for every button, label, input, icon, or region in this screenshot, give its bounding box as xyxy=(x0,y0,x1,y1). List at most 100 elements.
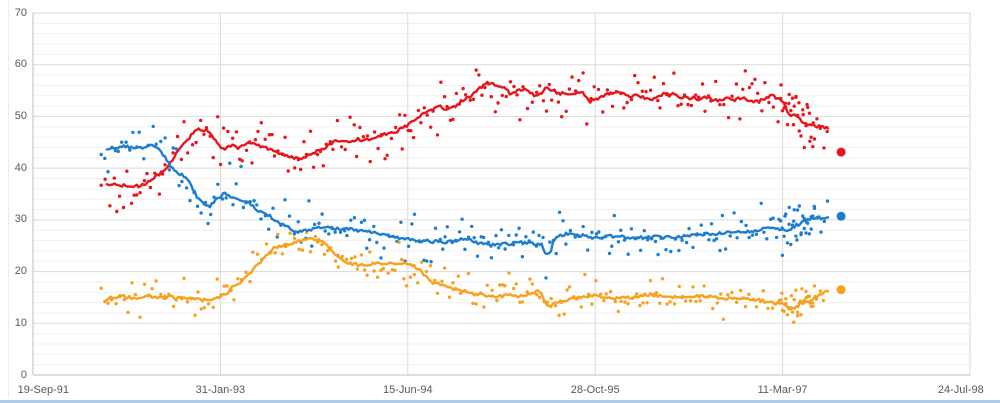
poll-dot xyxy=(556,100,561,104)
poll-dot xyxy=(741,87,745,92)
poll-dot xyxy=(792,298,796,302)
poll-dot xyxy=(743,304,748,309)
trend-line-red xyxy=(105,80,830,189)
x-axis-tick-label: 19-Sep-91 xyxy=(17,384,69,396)
poll-dot xyxy=(604,292,608,296)
poll-dot xyxy=(792,104,796,108)
poll-dot xyxy=(472,236,476,240)
poll-dot xyxy=(389,136,394,141)
poll-dot xyxy=(236,277,240,281)
poll-dot xyxy=(504,94,508,99)
poll-dot xyxy=(264,242,269,246)
poll-dot xyxy=(365,246,369,250)
poll-dot xyxy=(489,95,493,99)
poll-dot xyxy=(345,233,349,238)
poll-dot xyxy=(231,203,235,207)
poll-dot xyxy=(381,266,386,271)
poll-dot xyxy=(771,216,775,220)
poll-dot xyxy=(629,97,634,102)
poll-dot xyxy=(352,123,356,127)
poll-dot xyxy=(451,281,455,285)
poll-dot xyxy=(174,147,178,151)
poll-dot xyxy=(342,229,347,233)
poll-dot xyxy=(541,99,546,103)
poll-dot xyxy=(694,299,698,304)
poll-dot xyxy=(802,226,806,231)
poll-dot xyxy=(739,219,744,224)
poll-dot xyxy=(688,299,693,303)
poll-dot xyxy=(652,75,656,79)
poll-dot xyxy=(679,102,683,106)
poll-dot xyxy=(234,182,238,186)
poll-dot xyxy=(812,284,817,288)
poll-dot xyxy=(440,279,444,283)
poll-dot xyxy=(515,93,519,97)
poll-dot xyxy=(445,104,449,109)
poll-dot xyxy=(495,298,499,303)
poll-dot xyxy=(385,153,389,157)
poll-dot xyxy=(179,157,184,162)
poll-dot xyxy=(320,242,324,247)
poll-dot xyxy=(825,129,829,134)
poll-dot xyxy=(791,123,796,127)
poll-dot xyxy=(368,250,372,254)
poll-dot xyxy=(220,197,225,201)
poll-dot xyxy=(799,313,803,317)
poll-dot xyxy=(259,121,263,125)
poll-dot xyxy=(507,233,511,238)
poll-dot xyxy=(331,147,335,152)
poll-dot xyxy=(398,113,402,117)
poll-dot xyxy=(253,138,258,142)
poll-dot xyxy=(517,226,521,230)
poll-dot xyxy=(801,214,805,218)
poll-dot xyxy=(454,91,459,96)
poll-dot xyxy=(433,278,437,283)
poll-dot xyxy=(163,136,167,140)
poll-dot xyxy=(113,148,118,153)
poll-dot xyxy=(744,223,748,228)
poll-dot xyxy=(672,71,676,75)
poll-dot xyxy=(669,249,673,254)
poll-dot xyxy=(250,161,254,165)
poll-dot xyxy=(267,133,272,137)
poll-dot xyxy=(428,264,433,268)
poll-dot xyxy=(518,118,522,122)
poll-dot xyxy=(565,288,569,292)
poll-dot xyxy=(420,260,424,264)
poll-dot xyxy=(697,95,701,99)
poll-dot xyxy=(514,233,518,237)
poll-dot xyxy=(225,284,229,288)
poll-dot xyxy=(815,117,819,121)
poll-dot xyxy=(142,179,147,183)
poll-dot xyxy=(711,306,715,311)
poll-dot xyxy=(468,98,472,102)
poll-dot xyxy=(199,118,203,123)
poll-dot xyxy=(499,228,504,232)
poll-dot xyxy=(425,113,429,117)
poll-dot xyxy=(535,90,539,95)
poll-dot xyxy=(129,201,134,205)
poll-dot xyxy=(549,296,553,301)
poll-dot xyxy=(315,152,320,157)
poll-dot xyxy=(355,267,360,271)
poll-dot xyxy=(441,247,445,251)
poll-dot xyxy=(765,237,769,241)
poll-dot xyxy=(317,221,321,225)
poll-dot xyxy=(677,248,681,253)
poll-dot xyxy=(349,218,353,222)
poll-dot xyxy=(372,224,376,229)
poll-dot xyxy=(726,115,731,120)
poll-dot xyxy=(548,240,552,244)
poll-dot xyxy=(809,227,813,231)
y-axis-tick-label: 70 xyxy=(14,6,27,19)
poll-dot xyxy=(310,244,314,248)
poll-dot xyxy=(714,79,718,84)
poll-dot xyxy=(668,300,672,304)
poll-dot xyxy=(592,85,596,89)
poll-dot xyxy=(349,256,354,261)
poll-dot xyxy=(760,109,764,113)
poll-dot xyxy=(185,300,190,304)
poll-dot xyxy=(792,219,796,223)
y-axis-tick-label: 0 xyxy=(20,368,27,381)
poll-dot xyxy=(661,81,666,86)
